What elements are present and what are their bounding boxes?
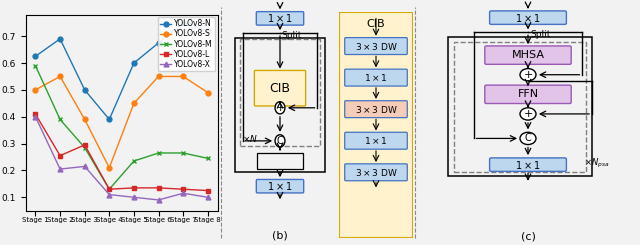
Text: (b): (b) xyxy=(272,230,288,240)
Text: $\times N$: $\times N$ xyxy=(241,133,257,144)
FancyBboxPatch shape xyxy=(345,37,407,54)
YOLOv8-X xyxy=(106,193,113,196)
Text: $3\times3$ DW: $3\times3$ DW xyxy=(355,104,397,115)
Text: Split: Split xyxy=(282,31,302,40)
YOLOv8-L xyxy=(81,144,88,147)
Text: (c): (c) xyxy=(520,232,536,241)
YOLOv8-N xyxy=(204,29,212,32)
Text: C: C xyxy=(276,136,284,146)
Text: $3\times3$ DW: $3\times3$ DW xyxy=(355,167,397,178)
FancyBboxPatch shape xyxy=(490,11,566,24)
Line: YOLOv8-X: YOLOv8-X xyxy=(33,114,210,202)
YOLOv8-L xyxy=(106,188,113,191)
YOLOv8-X xyxy=(81,165,88,168)
YOLOv8-S xyxy=(179,75,187,78)
Bar xyxy=(235,38,325,171)
FancyBboxPatch shape xyxy=(254,70,306,106)
YOLOv8-S xyxy=(31,88,39,91)
Line: YOLOv8-M: YOLOv8-M xyxy=(33,63,210,192)
Text: $1\times1$: $1\times1$ xyxy=(364,72,388,83)
Line: YOLOv8-S: YOLOv8-S xyxy=(33,74,210,170)
YOLOv8-M xyxy=(106,188,113,191)
Text: CIB: CIB xyxy=(269,82,291,95)
YOLOv8-N xyxy=(56,37,64,40)
YOLOv8-S xyxy=(81,118,88,121)
Circle shape xyxy=(520,69,536,81)
YOLOv8-X xyxy=(56,168,64,171)
YOLOv8-N xyxy=(155,41,163,44)
Text: +: + xyxy=(275,103,285,113)
FancyBboxPatch shape xyxy=(345,101,407,118)
Text: $\times N_{psa}$: $\times N_{psa}$ xyxy=(584,157,609,170)
FancyBboxPatch shape xyxy=(490,158,566,172)
YOLOv8-S xyxy=(56,75,64,78)
YOLOv8-M xyxy=(130,159,138,162)
YOLOv8-M xyxy=(204,157,212,160)
Circle shape xyxy=(520,108,536,120)
YOLOv8-L xyxy=(56,154,64,157)
Text: FFN: FFN xyxy=(517,89,539,99)
Line: YOLOv8-N: YOLOv8-N xyxy=(33,20,210,122)
YOLOv8-M xyxy=(81,146,88,149)
Circle shape xyxy=(275,135,285,147)
YOLOv8-N xyxy=(81,88,88,91)
Circle shape xyxy=(275,102,285,114)
YOLOv8-S xyxy=(130,102,138,105)
YOLOv8-L xyxy=(130,186,138,189)
YOLOv8-S xyxy=(155,75,163,78)
YOLOv8-X xyxy=(155,198,163,201)
YOLOv8-X xyxy=(179,192,187,195)
YOLOv8-M xyxy=(56,118,64,121)
Text: +: + xyxy=(524,109,532,119)
Bar xyxy=(257,153,303,169)
Text: CIB: CIB xyxy=(367,19,385,28)
YOLOv8-N xyxy=(106,118,113,121)
Text: $3\times3$ DW: $3\times3$ DW xyxy=(355,41,397,51)
Text: C: C xyxy=(525,134,531,143)
Text: $1\times1$: $1\times1$ xyxy=(364,135,388,146)
Bar xyxy=(448,37,592,176)
FancyBboxPatch shape xyxy=(256,179,304,193)
Circle shape xyxy=(520,132,536,145)
YOLOv8-M xyxy=(155,151,163,154)
YOLOv8-S xyxy=(106,166,113,169)
Text: $1\times1$: $1\times1$ xyxy=(515,12,541,24)
YOLOv8-M xyxy=(179,151,187,154)
YOLOv8-N xyxy=(31,55,39,58)
Legend: YOLOv8-N, YOLOv8-S, YOLOv8-M, YOLOv8-L, YOLOv8-X: YOLOv8-N, YOLOv8-S, YOLOv8-M, YOLOv8-L, … xyxy=(157,17,215,71)
Text: $1\times1$: $1\times1$ xyxy=(268,180,292,192)
YOLOv8-X xyxy=(130,196,138,199)
YOLOv8-X xyxy=(31,115,39,118)
Text: $1\times1$: $1\times1$ xyxy=(515,159,541,171)
FancyBboxPatch shape xyxy=(256,12,304,25)
FancyBboxPatch shape xyxy=(345,69,407,86)
FancyBboxPatch shape xyxy=(345,164,407,181)
YOLOv8-L xyxy=(179,188,187,191)
YOLOv8-M xyxy=(31,64,39,67)
YOLOv8-X xyxy=(204,196,212,199)
YOLOv8-L xyxy=(155,186,163,189)
FancyBboxPatch shape xyxy=(345,132,407,149)
Text: Split: Split xyxy=(531,30,551,39)
YOLOv8-L xyxy=(31,112,39,115)
FancyBboxPatch shape xyxy=(485,46,572,64)
YOLOv8-S xyxy=(204,91,212,94)
YOLOv8-L xyxy=(204,189,212,192)
Text: MHSA: MHSA xyxy=(511,50,545,60)
Text: $1\times1$: $1\times1$ xyxy=(268,12,292,24)
Text: +: + xyxy=(524,70,532,80)
Line: YOLOv8-L: YOLOv8-L xyxy=(33,112,210,193)
YOLOv8-N xyxy=(130,61,138,64)
FancyBboxPatch shape xyxy=(485,85,572,103)
YOLOv8-N xyxy=(179,21,187,24)
